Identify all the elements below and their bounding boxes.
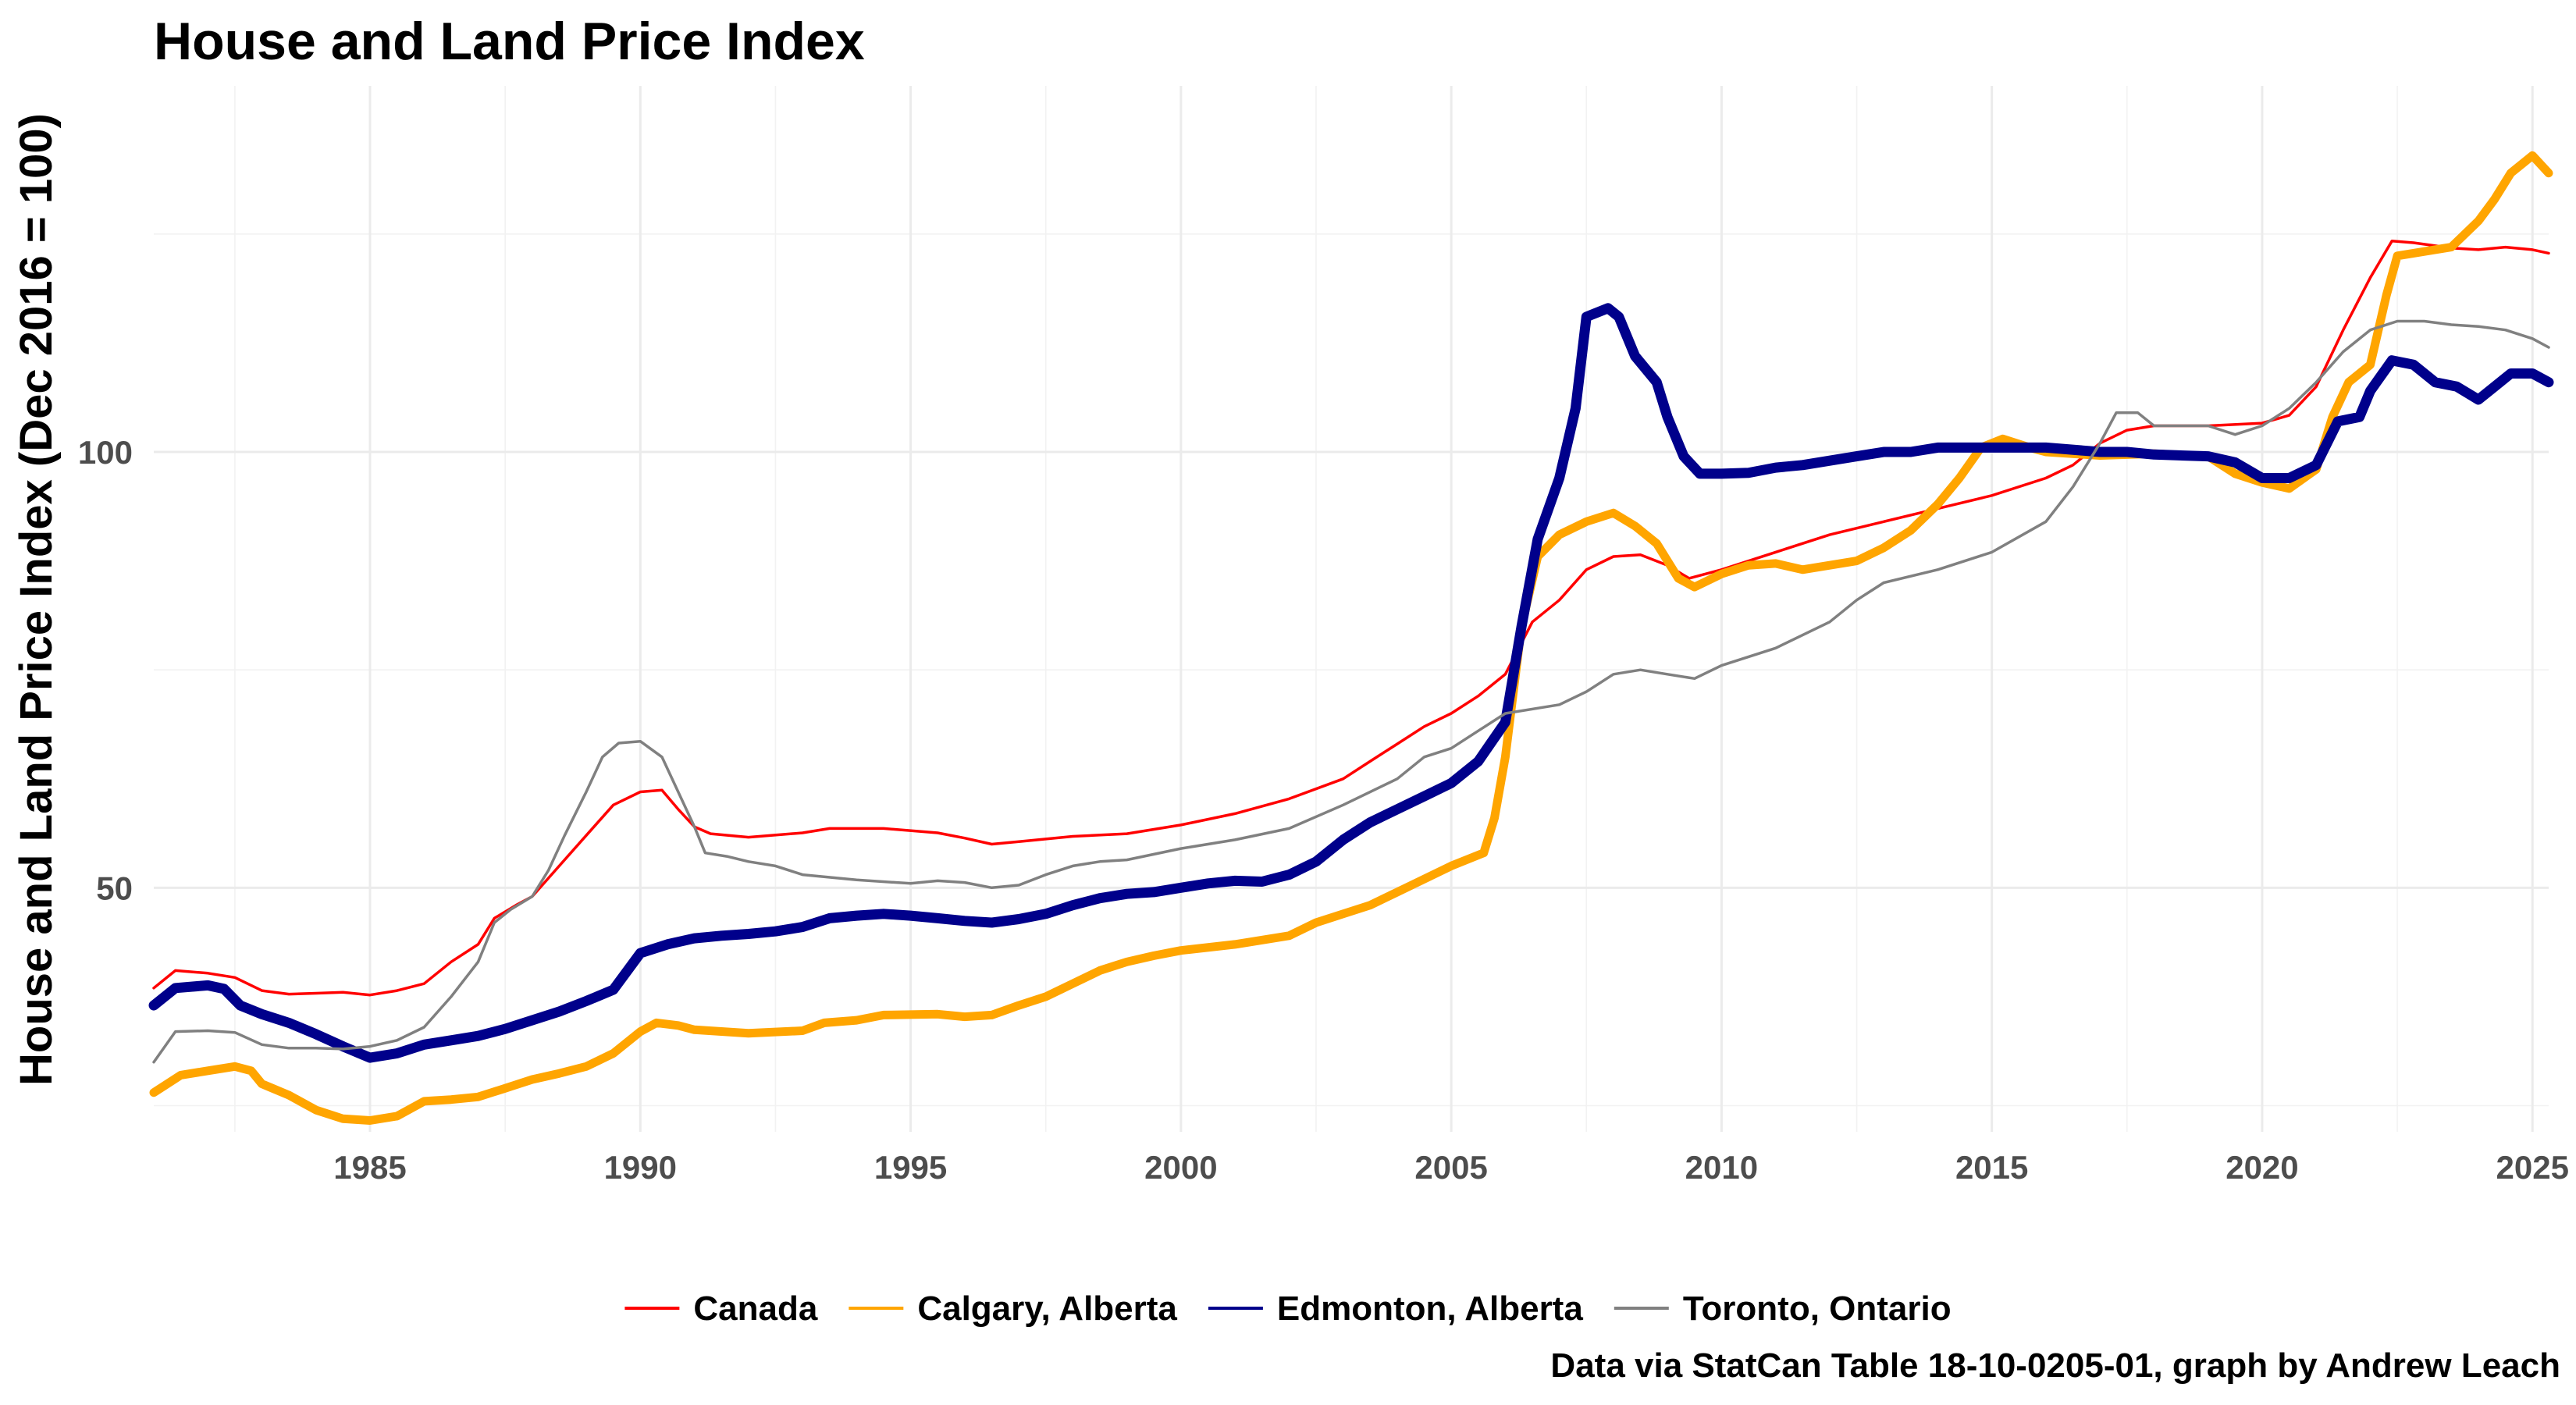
x-tick-label: 1995 <box>874 1149 947 1186</box>
series-line-1 <box>149 151 2553 1125</box>
x-tick-label: 2015 <box>1955 1149 2028 1186</box>
chart-caption: Data via StatCan Table 18-10-0205-01, gr… <box>1550 1346 2560 1385</box>
grid <box>154 86 2549 1132</box>
legend: Canada Calgary, Alberta Edmonton, Alberta T… <box>624 1289 1952 1328</box>
x-tick-label: 2025 <box>2496 1149 2569 1186</box>
x-tick-labels: 1985 1990 1995 2000 2005 2010 2015 2020 2025 <box>333 1149 2569 1186</box>
series-line-2 <box>148 303 2554 1063</box>
y-tick-label: 100 <box>78 434 133 471</box>
chart-title: House and Land Price Index <box>154 12 865 71</box>
legend-label: Canada <box>693 1289 817 1328</box>
x-tick-label: 2000 <box>1144 1149 1217 1186</box>
x-tick-label: 1985 <box>333 1149 406 1186</box>
y-axis-label: House and Land Price Index (Dec 2016 = 1… <box>11 113 62 1086</box>
y-tick-labels: 50 100 <box>78 434 133 906</box>
x-tick-label: 2005 <box>1414 1149 1487 1186</box>
x-tick-label: 1990 <box>604 1149 677 1186</box>
legend-label: Edmonton, Alberta <box>1277 1289 1583 1328</box>
legend-label: Toronto, Ontario <box>1683 1289 1952 1328</box>
legend-label: Calgary, Alberta <box>917 1289 1177 1328</box>
y-tick-label: 50 <box>96 870 133 906</box>
series-line-3 <box>152 319 2550 1064</box>
x-tick-label: 2010 <box>1685 1149 1758 1186</box>
series-line-0 <box>152 240 2550 997</box>
series-layer <box>148 151 2554 1125</box>
x-tick-label: 2020 <box>2226 1149 2298 1186</box>
